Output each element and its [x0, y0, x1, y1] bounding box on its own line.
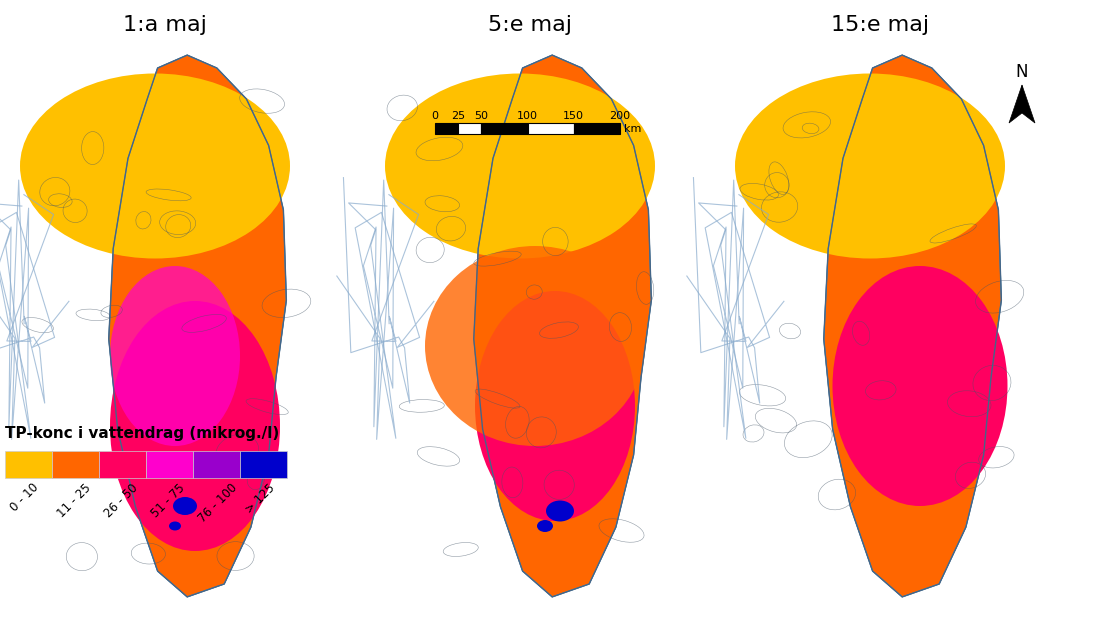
Bar [240, 451, 287, 478]
Ellipse shape [735, 73, 1005, 258]
Text: 150: 150 [563, 111, 584, 121]
Bar [574, 123, 620, 134]
Ellipse shape [110, 266, 240, 446]
Text: 26 - 50: 26 - 50 [102, 481, 141, 520]
Bar [481, 123, 527, 134]
Polygon shape [824, 55, 1001, 597]
Text: TP-konc i vattendrag (mikrog./l): TP-konc i vattendrag (mikrog./l) [5, 426, 279, 441]
Bar [99, 451, 146, 478]
Bar [435, 123, 458, 134]
Bar [5, 451, 52, 478]
Polygon shape [473, 55, 651, 597]
Text: N: N [1016, 63, 1028, 81]
Bar [527, 123, 574, 134]
Ellipse shape [832, 266, 1008, 506]
Ellipse shape [192, 460, 208, 472]
Polygon shape [109, 55, 287, 597]
Text: 0: 0 [432, 111, 438, 121]
Text: 51 - 75: 51 - 75 [149, 481, 188, 520]
Bar [458, 123, 481, 134]
Ellipse shape [385, 73, 656, 258]
Text: km: km [624, 124, 641, 134]
Ellipse shape [20, 73, 290, 258]
Text: 5:e maj: 5:e maj [488, 15, 572, 35]
Ellipse shape [537, 520, 553, 532]
Ellipse shape [110, 301, 280, 551]
Polygon shape [1022, 85, 1035, 123]
Text: 15:e maj: 15:e maj [831, 15, 929, 35]
Polygon shape [1009, 85, 1022, 123]
Bar [193, 451, 240, 478]
Bar [52, 451, 99, 478]
Text: 200: 200 [609, 111, 630, 121]
Ellipse shape [173, 497, 197, 515]
Text: 100: 100 [517, 111, 538, 121]
Text: 50: 50 [474, 111, 489, 121]
Text: 11 - 25: 11 - 25 [55, 481, 93, 520]
Text: 0 - 10: 0 - 10 [8, 481, 42, 514]
Text: 76 - 100: 76 - 100 [197, 481, 240, 525]
Text: > 125: > 125 [243, 481, 278, 515]
Ellipse shape [169, 522, 181, 530]
Text: 25: 25 [451, 111, 466, 121]
Bar [146, 451, 193, 478]
Ellipse shape [475, 291, 635, 521]
Ellipse shape [546, 501, 574, 522]
Text: 1:a maj: 1:a maj [123, 15, 206, 35]
Ellipse shape [425, 246, 645, 446]
